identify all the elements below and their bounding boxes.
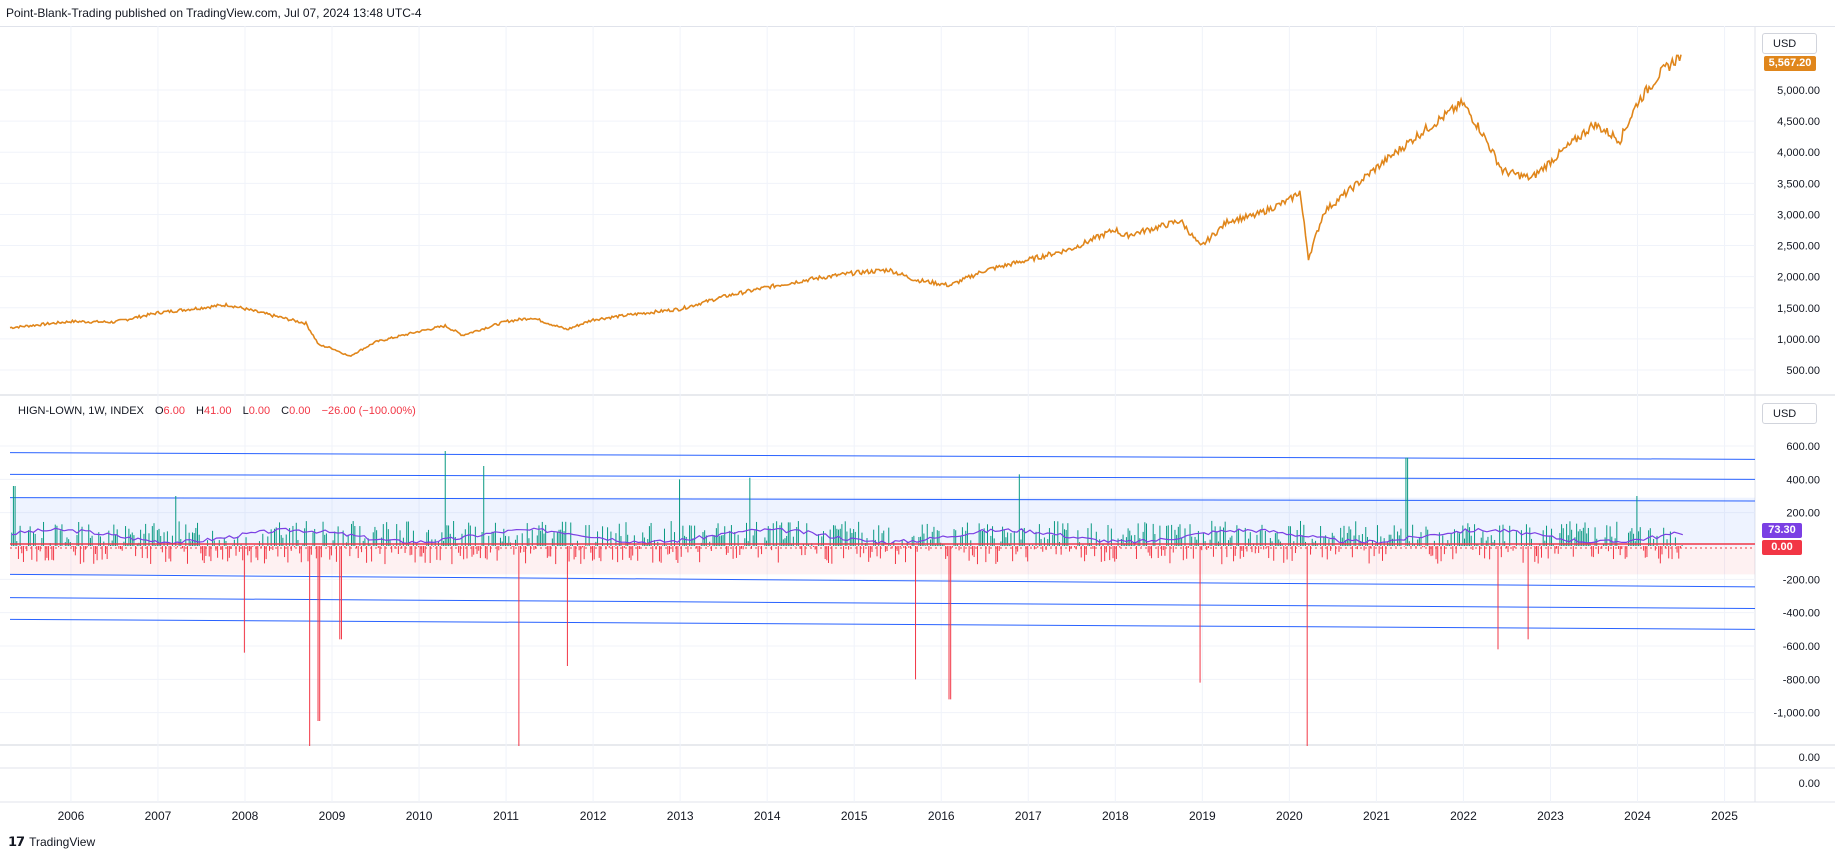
channel-line [9,497,1756,502]
price-tick-label: 3,500.00 [1777,178,1820,190]
sub-pane-tick-label: 0.00 [1799,752,1820,764]
x-tick-label: 2019 [1189,809,1216,823]
x-tick-label: 2008 [232,809,259,823]
x-tick-label: 2018 [1102,809,1129,823]
price-tick-label: 2,000.00 [1777,272,1820,284]
ma-value-tag: 73.30 [1762,523,1802,538]
x-tick-label: 2010 [406,809,433,823]
price-currency-button[interactable]: USD [1762,33,1817,54]
publish-info: Point-Blank-Trading published on Trading… [6,6,422,20]
price-tick-label: 3,000.00 [1777,209,1820,221]
x-tick-label: 2024 [1624,809,1651,823]
lower-band [10,546,1755,575]
sub-pane-tick-label: 0.00 [1799,778,1820,790]
close-label: C [281,405,290,417]
x-tick-label: 2017 [1015,809,1042,823]
x-tick-label: 2023 [1537,809,1564,823]
x-tick-label: 2020 [1276,809,1303,823]
x-tick-label: 2009 [319,809,346,823]
x-tick-label: 2013 [667,809,694,823]
open-label: O [154,405,164,417]
price-tick-label: 1,500.00 [1777,303,1820,315]
indicator-name: HIGN-LOWN, 1W, INDEX [18,405,144,417]
channel-line [9,573,1756,588]
moving-average-line [11,527,1683,545]
last-value-tag: 0.00 [1762,540,1802,555]
price-tick-label: 5,000.00 [1777,85,1820,97]
indicator-tick-label: 600.00 [1786,441,1820,453]
price-tick-label: 1,000.00 [1777,334,1820,346]
indicator-tick-label: -400.00 [1783,608,1820,620]
x-tick-label: 2021 [1363,809,1390,823]
change-value: −26.00 (−100.00%) [321,405,416,417]
footer[interactable]: 𝟭𝟳 TradingView [8,834,95,850]
footer-logo-text: TradingView [29,835,96,849]
indicator-tick-label: -600.00 [1783,641,1820,653]
indicator-pane [9,451,1756,746]
tradingview-logo-icon: 𝟭𝟳 [8,834,25,849]
indicator-legend[interactable]: HIGN-LOWN, 1W, INDEX O6.00 H41.00 L0.00 … [18,405,416,417]
x-tick-label: 2016 [928,809,955,823]
close-value: 0.00 [289,405,311,417]
indicator-tick-label: -1,000.00 [1774,708,1820,720]
x-tick-label: 2014 [754,809,781,823]
axes: 2006 2007 2008 2009 2010 2011 2012 2013 2014 2015… [58,85,1820,823]
price-tick-label: 4,000.00 [1777,147,1820,159]
price-line [9,54,1682,357]
high-label: H [196,405,204,417]
channel-line [9,452,1756,460]
indicator-currency-button[interactable]: USD [1762,403,1817,424]
x-tick-label: 2022 [1450,809,1477,823]
indicator-tick-label: 400.00 [1786,474,1820,486]
indicator-tick-label: 200.00 [1786,508,1820,520]
price-tick-label: 500.00 [1786,365,1820,377]
low-value: 0.00 [248,405,271,417]
indicator-tick-label: -200.00 [1783,574,1820,586]
x-tick-label: 2025 [1711,809,1738,823]
last-price-tag: 5,567.20 [1764,56,1816,71]
high-value: 41.00 [203,405,232,417]
indicator-tick-label: -800.00 [1783,674,1820,686]
x-tick-label: 2012 [580,809,607,823]
x-tick-label: 2006 [58,809,85,823]
price-pane [9,54,1682,357]
channel-line [9,473,1756,480]
price-tick-label: 2,500.00 [1777,241,1820,253]
x-tick-label: 2011 [493,809,519,823]
open-value: 6.00 [163,405,185,417]
low-label: L [242,405,249,417]
grid [0,26,1835,803]
channel-line [9,618,1756,630]
x-tick-label: 2007 [145,809,172,823]
header-divider [0,26,1835,27]
x-tick-label: 2015 [841,809,868,823]
price-tick-label: 4,500.00 [1777,116,1820,128]
channel-line [9,597,1756,609]
